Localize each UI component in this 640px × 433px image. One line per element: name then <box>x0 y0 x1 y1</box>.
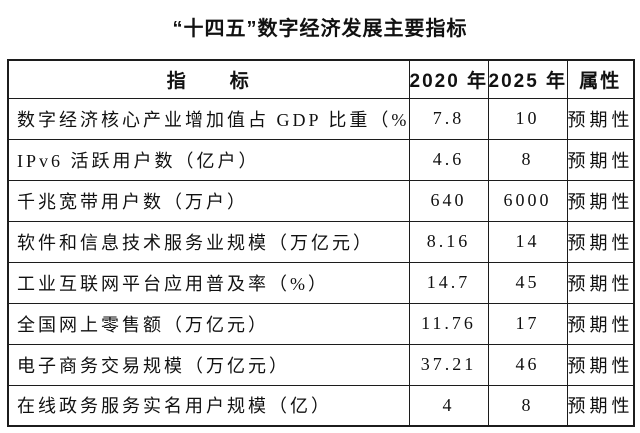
value-2020-cell: 11.76 <box>408 302 489 345</box>
attribute-cell: 预期性 <box>566 302 635 345</box>
indicator-cell: 电子商务交易规模（万亿元） <box>7 343 410 386</box>
indicator-cell: IPv6 活跃用户数（亿户） <box>7 138 410 181</box>
attribute-cell: 预期性 <box>566 179 635 222</box>
attribute-cell: 预期性 <box>566 384 635 427</box>
attribute-cell: 预期性 <box>566 343 635 386</box>
attribute-cell: 预期性 <box>566 220 635 263</box>
value-2025-cell: 14 <box>487 220 568 263</box>
table-row: 千兆宽带用户数（万户） 640 6000 预期性 <box>7 179 635 222</box>
value-2020-cell: 7.8 <box>408 97 489 140</box>
value-2025-cell: 10 <box>487 97 568 140</box>
table-row: 电子商务交易规模（万亿元） 37.21 46 预期性 <box>7 343 635 386</box>
table-row: 软件和信息技术服务业规模（万亿元） 8.16 14 预期性 <box>7 220 635 263</box>
header-attribute: 属性 <box>566 59 635 99</box>
attribute-cell: 预期性 <box>566 97 635 140</box>
table-row: 工业互联网平台应用普及率（%） 14.7 45 预期性 <box>7 261 635 304</box>
indicator-cell: 在线政务服务实名用户规模（亿） <box>7 384 410 427</box>
value-2025-cell: 46 <box>487 343 568 386</box>
value-2025-cell: 8 <box>487 384 568 427</box>
value-2025-cell: 6000 <box>487 179 568 222</box>
value-2020-cell: 37.21 <box>408 343 489 386</box>
table-row: IPv6 活跃用户数（亿户） 4.6 8 预期性 <box>7 138 635 181</box>
value-2020-cell: 4.6 <box>408 138 489 181</box>
header-indicator: 指 标 <box>7 59 410 99</box>
indicator-cell: 千兆宽带用户数（万户） <box>7 179 410 222</box>
value-2025-cell: 17 <box>487 302 568 345</box>
value-2020-cell: 4 <box>408 384 489 427</box>
header-2020: 2020 年 <box>408 59 489 99</box>
attribute-cell: 预期性 <box>566 261 635 304</box>
indicator-cell: 数字经济核心产业增加值占 GDP 比重（%） <box>7 97 410 140</box>
value-2025-cell: 45 <box>487 261 568 304</box>
indicator-cell: 工业互联网平台应用普及率（%） <box>7 261 410 304</box>
value-2020-cell: 14.7 <box>408 261 489 304</box>
value-2025-cell: 8 <box>487 138 568 181</box>
indicator-cell: 软件和信息技术服务业规模（万亿元） <box>7 220 410 263</box>
page-title: “十四五”数字经济发展主要指标 <box>172 18 468 40</box>
table-header-row: 指 标 2020 年 2025 年 属性 <box>7 59 635 99</box>
header-2025: 2025 年 <box>487 59 568 99</box>
value-2020-cell: 640 <box>408 179 489 222</box>
value-2020-cell: 8.16 <box>408 220 489 263</box>
attribute-cell: 预期性 <box>566 138 635 181</box>
indicator-cell: 全国网上零售额（万亿元） <box>7 302 410 345</box>
table-row: 在线政务服务实名用户规模（亿） 4 8 预期性 <box>7 384 635 427</box>
table-row: 全国网上零售额（万亿元） 11.76 17 预期性 <box>7 302 635 345</box>
indicator-table: 指 标 2020 年 2025 年 属性 数字经济核心产业增加值占 GDP 比重… <box>7 59 635 427</box>
table-row: 数字经济核心产业增加值占 GDP 比重（%） 7.8 10 预期性 <box>7 97 635 140</box>
